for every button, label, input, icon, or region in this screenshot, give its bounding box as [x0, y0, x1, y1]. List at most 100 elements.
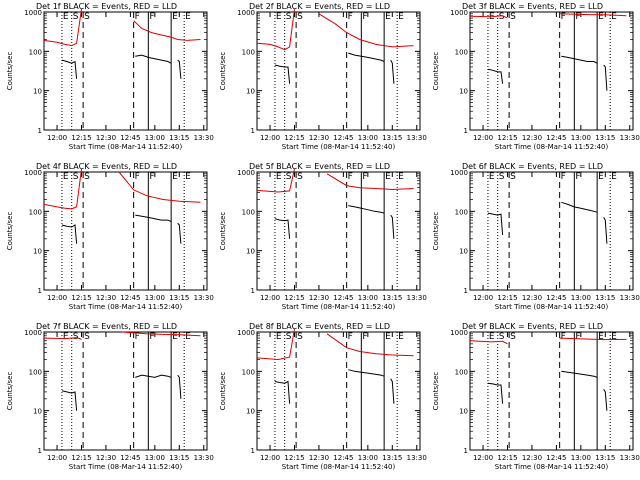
x-tick-label: 12:15	[284, 134, 304, 142]
y-tick-label: 1000	[237, 9, 255, 17]
x-tick-label: 13:15	[169, 294, 189, 302]
y-tick-label: 100	[455, 368, 468, 376]
marker-label: E	[172, 172, 178, 182]
panel-title: Det 9f BLACK = Events, RED = LLD	[462, 322, 603, 331]
x-tick-label: 13:30	[407, 134, 427, 142]
x-tick-label: 12:45	[120, 134, 140, 142]
panel-det-8: Det 8f BLACK = Events, RED = LLD 1 10 100 10…	[219, 322, 427, 471]
marker-label: E	[63, 12, 69, 22]
y-axis-label: Counts/sec	[219, 212, 227, 251]
series-line-events	[61, 224, 78, 244]
marker-label: E	[276, 172, 282, 182]
series-line-events	[390, 59, 395, 84]
series-line-events	[348, 369, 385, 377]
x-tick-label: 12:00	[47, 134, 67, 142]
x-tick-label: 13:15	[382, 294, 402, 302]
x-tick-label: 12:30	[309, 454, 329, 462]
series-line-lld	[133, 20, 201, 41]
series-line-lld	[43, 8, 82, 47]
series-line-lld	[326, 173, 414, 191]
y-tick-label: 1000	[24, 169, 42, 177]
marker-label: S	[84, 172, 90, 182]
panel-title: Det 4f BLACK = Events, RED = LLD	[36, 162, 177, 171]
x-tick-label: 13:00	[358, 134, 378, 142]
plot-frame	[256, 171, 421, 291]
y-axis-label: Counts/sec	[219, 52, 227, 91]
y-tick-label: 100	[242, 368, 255, 376]
marker-label: F	[149, 12, 154, 22]
x-axis-label: Start Time (08-Mar-14 11:52:40)	[282, 303, 396, 311]
marker-label: E	[489, 332, 495, 342]
y-axis-label: Counts/sec	[432, 372, 440, 411]
y-tick-label: 10	[459, 88, 468, 96]
marker-label: E	[385, 172, 391, 182]
panel-det-1: Det 1f BLACK = Events, RED = LLD 1 10 100 10…	[6, 2, 214, 151]
x-tick-label: 12:15	[497, 134, 517, 142]
marker-label: E	[385, 332, 391, 342]
x-tick-label: 12:15	[71, 294, 91, 302]
x-tick-label: 12:15	[497, 294, 517, 302]
y-tick-label: 10	[459, 408, 468, 416]
marker-label: S	[286, 332, 292, 342]
marker-label: E	[276, 12, 282, 22]
marker-label: F	[561, 172, 566, 182]
series-line-events	[135, 54, 172, 64]
marker-label: E	[598, 172, 604, 182]
y-tick-label: 1	[38, 127, 42, 135]
x-tick-label: 12:30	[309, 294, 329, 302]
series-line-events	[177, 222, 182, 244]
x-tick-label: 12:00	[260, 294, 280, 302]
marker-label: S	[73, 172, 79, 182]
x-tick-label: 13:30	[194, 294, 214, 302]
x-axis-label: Start Time (08-Mar-14 11:52:40)	[495, 463, 609, 471]
x-tick-label: 12:45	[546, 294, 566, 302]
y-tick-label: 1000	[450, 9, 468, 17]
x-tick-label: 13:15	[382, 134, 402, 142]
x-tick-label: 12:00	[260, 134, 280, 142]
marker-label: S	[286, 12, 292, 22]
series-line-lld	[256, 168, 295, 193]
y-tick-label: 100	[29, 48, 42, 56]
x-tick-label: 12:30	[96, 294, 116, 302]
series-line-events	[135, 214, 172, 222]
x-axis-label: Start Time (08-Mar-14 11:52:40)	[495, 143, 609, 151]
x-axis-label: Start Time (08-Mar-14 11:52:40)	[282, 143, 396, 151]
marker-label: S	[297, 332, 303, 342]
x-tick-label: 12:45	[546, 454, 566, 462]
panel-det-2: Det 2f BLACK = Events, RED = LLD 1 10 100 10…	[219, 2, 427, 151]
series-line-events	[177, 374, 182, 399]
x-tick-label: 13:00	[358, 454, 378, 462]
marker-label: E	[611, 172, 617, 182]
y-tick-label: 10	[33, 248, 42, 256]
marker-label: S	[499, 12, 505, 22]
y-tick-label: 1000	[237, 169, 255, 177]
panel-det-4: Det 4f BLACK = Events, RED = LLD 1 10 100 10…	[6, 162, 214, 311]
series-line-events	[177, 59, 182, 79]
marker-label: E	[598, 332, 604, 342]
marker-label: E	[398, 172, 404, 182]
plot-frame	[469, 331, 634, 451]
panel-det-5: Det 5f BLACK = Events, RED = LLD 1 10 100 10…	[219, 162, 427, 311]
x-tick-label: 13:15	[169, 134, 189, 142]
x-tick-label: 13:30	[407, 454, 427, 462]
series-line-events	[487, 212, 504, 236]
series-line-lld	[256, 8, 295, 51]
series-line-events	[390, 214, 395, 239]
series-line-lld	[256, 328, 295, 361]
marker-label: F	[348, 332, 353, 342]
marker-label: F	[561, 332, 566, 342]
marker-label: S	[73, 12, 79, 22]
series-line-events	[348, 205, 385, 214]
marker-label: E	[611, 332, 617, 342]
y-axis-label: Counts/sec	[6, 212, 14, 251]
y-tick-label: 1	[251, 447, 255, 455]
x-tick-label: 12:00	[260, 454, 280, 462]
x-tick-label: 13:15	[382, 454, 402, 462]
x-tick-label: 13:30	[620, 294, 640, 302]
panel-title: Det 8f BLACK = Events, RED = LLD	[249, 322, 390, 331]
x-tick-label: 12:15	[71, 134, 91, 142]
y-tick-label: 10	[459, 248, 468, 256]
y-tick-label: 1	[251, 127, 255, 135]
x-tick-label: 12:30	[522, 294, 542, 302]
